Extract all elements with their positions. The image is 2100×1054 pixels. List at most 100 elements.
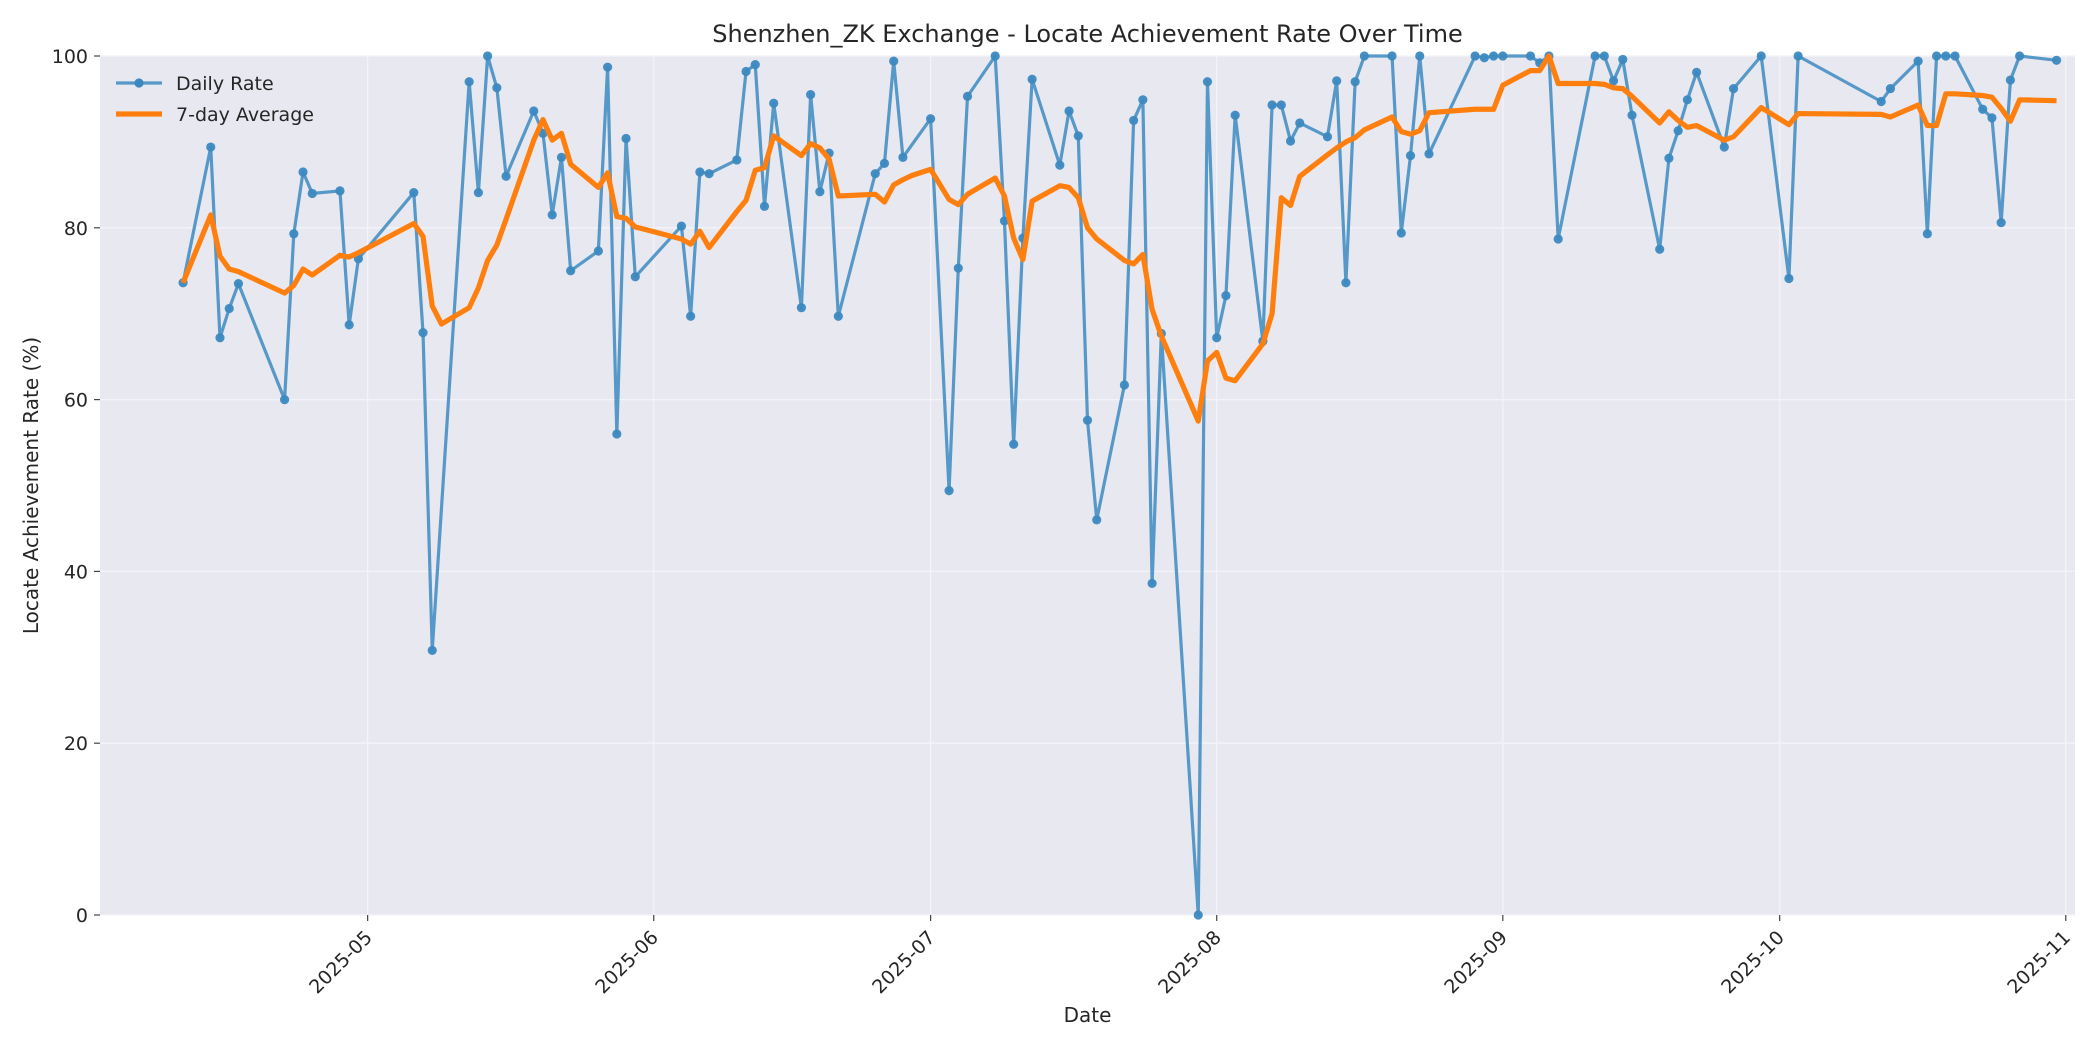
daily-rate-point xyxy=(344,320,354,330)
daily-rate-point xyxy=(1599,51,1609,61)
daily-rate-point xyxy=(289,229,299,239)
plot-area xyxy=(100,56,2075,915)
daily-rate-point xyxy=(815,187,825,197)
daily-rate-point xyxy=(1424,149,1434,159)
daily-rate-point xyxy=(1415,51,1425,61)
daily-rate-point xyxy=(307,188,317,199)
daily-rate-point xyxy=(409,187,419,198)
gridlines xyxy=(100,55,2075,916)
daily-rate-point xyxy=(1193,910,1203,920)
daily-rate-point xyxy=(1202,77,1213,87)
daily-rate-point xyxy=(806,90,816,100)
daily-rate-point xyxy=(427,645,437,656)
legend-label-daily-rate: Daily Rate xyxy=(176,73,274,95)
daily-rate-point xyxy=(473,187,483,198)
daily-rate-point xyxy=(1525,51,1536,61)
daily-rate-point xyxy=(1692,67,1702,77)
daily-rate-point xyxy=(1341,278,1351,288)
series-layer xyxy=(178,51,2062,920)
chart-title: Shenzhen_ZK Exchange - Locate Achievemen… xyxy=(712,20,1463,48)
daily-rate-point xyxy=(298,167,308,177)
y-tick-label: 60 xyxy=(64,390,88,412)
daily-rate-point xyxy=(1009,439,1019,449)
daily-rate-point xyxy=(1784,273,1794,284)
daily-rate-point xyxy=(602,62,613,72)
daily-rate-point xyxy=(676,221,687,231)
daily-rate-point xyxy=(1359,51,1369,61)
daily-rate-point xyxy=(1119,380,1130,390)
daily-rate-point xyxy=(1212,333,1222,343)
daily-rate-point xyxy=(732,155,742,165)
daily-rate-point xyxy=(1332,76,1342,86)
daily-rate-point xyxy=(1082,415,1093,425)
daily-rate-point xyxy=(1470,51,1480,61)
daily-rate-point xyxy=(695,167,705,177)
daily-rate-point xyxy=(1922,229,1932,239)
daily-rate-point xyxy=(1876,96,1886,107)
daily-rate-point xyxy=(1064,106,1074,116)
daily-rate-point xyxy=(1793,51,1803,61)
x-axis-label: Date xyxy=(1064,1003,1112,1027)
daily-rate-point xyxy=(1147,578,1157,589)
daily-rate-point xyxy=(1387,51,1397,61)
legend: Daily Rate 7-day Average xyxy=(116,73,314,126)
y-tick-label: 20 xyxy=(64,733,88,755)
daily-rate-point xyxy=(1618,54,1628,65)
daily-rate-point xyxy=(1350,77,1360,87)
y-tick-label: 100 xyxy=(52,46,88,68)
daily-rate-point xyxy=(1728,84,1739,94)
daily-rate-point xyxy=(889,56,899,66)
daily-rate-point xyxy=(224,303,234,314)
daily-rate-point xyxy=(1221,291,1231,301)
daily-rate-point xyxy=(750,59,760,70)
daily-rate-point xyxy=(2015,51,2025,61)
daily-rate-point xyxy=(1931,51,1942,61)
daily-rate-point xyxy=(1276,100,1286,110)
daily-rate-point xyxy=(492,83,502,93)
daily-rate-point xyxy=(1627,110,1637,120)
daily-rate-point xyxy=(501,171,511,181)
daily-rate-point xyxy=(464,77,474,87)
daily-rate-point xyxy=(529,106,539,116)
legend-marker-daily-rate xyxy=(134,78,144,88)
daily-rate-point xyxy=(944,486,954,496)
daily-rate-point xyxy=(1295,118,1305,128)
daily-rate-point xyxy=(1092,515,1102,525)
daily-rate-point xyxy=(741,66,751,77)
daily-rate-point xyxy=(621,133,631,144)
daily-rate-point xyxy=(1553,234,1563,244)
daily-rate-point xyxy=(1285,136,1296,146)
daily-rate-point xyxy=(870,169,880,179)
daily-rate-point xyxy=(1322,132,1333,142)
legend-label-7-day-average: 7-day Average xyxy=(176,104,314,126)
y-tick-label: 80 xyxy=(64,218,88,240)
daily-rate-point xyxy=(1673,126,1683,136)
daily-rate-point xyxy=(1941,51,1951,61)
daily-rate-point xyxy=(1978,104,1988,114)
daily-rate-point xyxy=(1913,56,1923,66)
daily-rate-point xyxy=(898,152,908,162)
daily-rate-point xyxy=(962,91,973,101)
daily-rate-point xyxy=(833,311,843,321)
daily-rate-point xyxy=(2051,55,2062,65)
daily-rate-point xyxy=(769,98,779,108)
daily-rate-point xyxy=(1055,160,1065,170)
daily-rate-point xyxy=(1138,95,1148,105)
daily-rate-point xyxy=(1479,53,1489,63)
daily-rate-point xyxy=(279,395,290,405)
daily-rate-point xyxy=(1885,84,1896,94)
daily-rate-point xyxy=(686,311,696,321)
daily-rate-point xyxy=(1498,51,1508,61)
daily-rate-point xyxy=(879,158,890,168)
daily-rate-point xyxy=(566,266,576,276)
daily-rate-point xyxy=(704,169,714,179)
y-tick-label: 0 xyxy=(76,905,88,927)
daily-rate-point xyxy=(233,279,244,289)
daily-rate-point xyxy=(1996,218,2006,228)
daily-rate-point xyxy=(556,152,567,162)
daily-rate-point xyxy=(1267,100,1277,110)
daily-rate-point xyxy=(593,246,603,256)
daily-rate-point xyxy=(1719,142,1729,152)
